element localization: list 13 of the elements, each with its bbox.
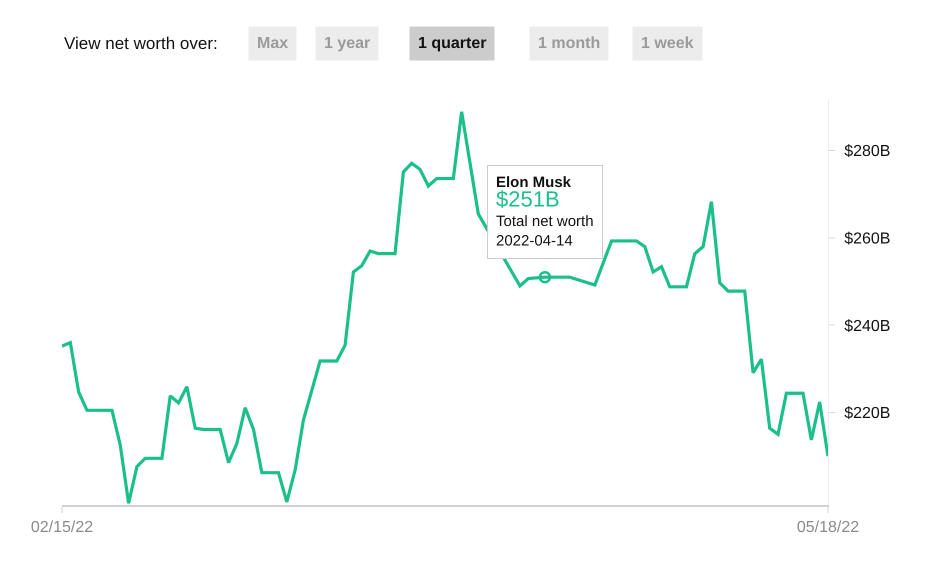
- x-tick-label: 05/18/22: [796, 519, 860, 536]
- text: 1 month: [538, 35, 600, 52]
- y-tick-label: $220B: [844, 405, 890, 422]
- text: 1 year: [324, 35, 370, 52]
- text: 1 quarter: [418, 35, 486, 52]
- y-tick-label: $280B: [844, 143, 890, 160]
- annotation: Elon Musk $251B Total net worth 2022-04-14: [496, 174, 594, 250]
- x-tick-label: 02/15/22: [30, 519, 94, 536]
- text: 1 week: [641, 35, 694, 52]
- text: View net worth over:: [64, 34, 218, 53]
- y-tick-label: $260B: [844, 230, 890, 248]
- text: Max: [257, 35, 288, 52]
- y-tick-label: $240B: [844, 318, 890, 335]
